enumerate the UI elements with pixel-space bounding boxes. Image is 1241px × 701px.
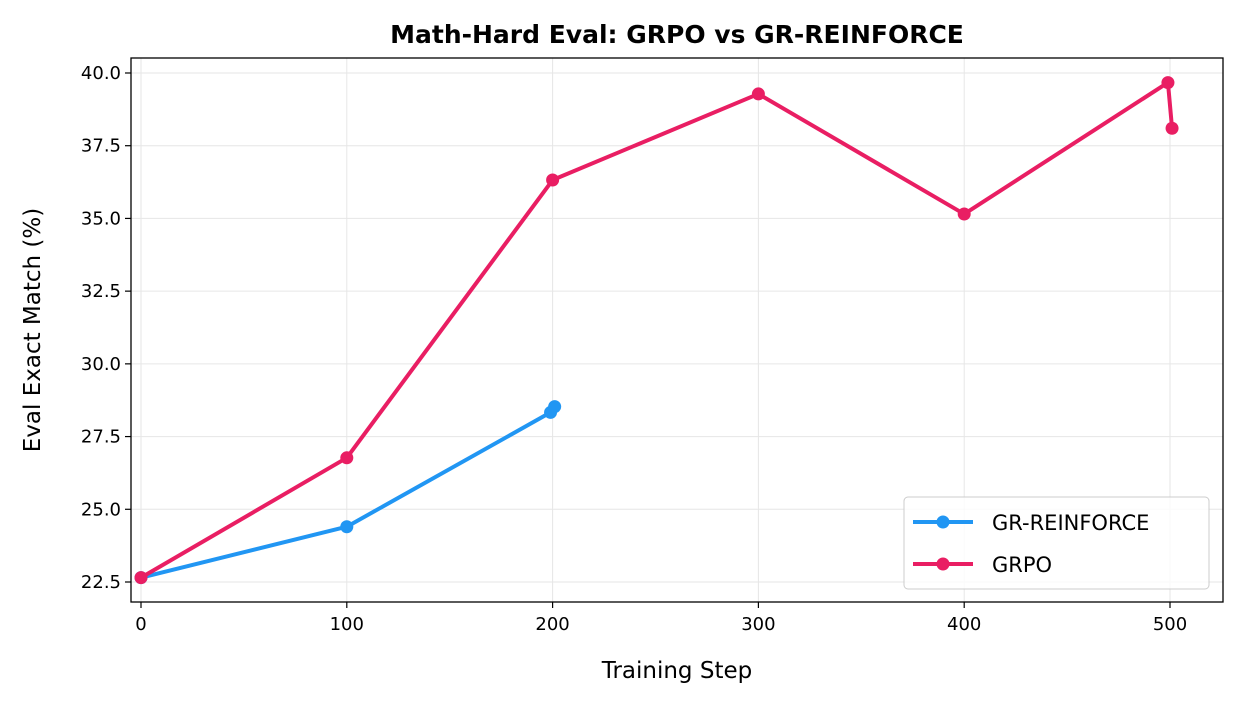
axis-ticks: 0 100 200 300 400 500 22.5 25.0 27.5 30.0 32.5 35.0… <box>81 63 1187 635</box>
y-tick-label: 25.0 <box>81 499 121 520</box>
series-group <box>134 76 1179 585</box>
y-tick-label: 32.5 <box>81 281 121 302</box>
x-tick-label: 200 <box>535 614 569 635</box>
series-line-gr-reinforce <box>140 405 557 580</box>
data-point-grpo <box>1161 76 1175 90</box>
legend-label: GR-REINFORCE <box>992 511 1149 535</box>
y-tick-label: 40.0 <box>81 63 121 84</box>
x-axis-label: Training Step <box>601 658 752 684</box>
legend-box <box>903 496 1210 590</box>
data-point-grpo <box>340 451 354 465</box>
y-tick-label: 35.0 <box>81 208 121 229</box>
data-point-gr-reinforce <box>548 400 562 414</box>
legend-label: GRPO <box>992 553 1052 577</box>
legend-marker <box>936 557 950 571</box>
x-tick-label: 300 <box>741 614 775 635</box>
y-tick-label: 22.5 <box>81 572 121 593</box>
legend: GR-REINFORCE GRPO <box>903 496 1210 590</box>
data-point-grpo <box>1165 121 1179 135</box>
y-axis-label: Eval Exact Match (%) <box>20 208 46 452</box>
chart-title: Math-Hard Eval: GRPO vs GR-REINFORCE <box>390 20 964 49</box>
y-tick-label: 27.5 <box>81 427 121 448</box>
data-point-gr-reinforce <box>340 520 354 534</box>
y-tick-label: 30.0 <box>81 354 121 375</box>
plot-frame <box>130 57 1224 603</box>
x-tick-label: 500 <box>1153 614 1187 635</box>
grid <box>131 58 1223 602</box>
data-point-grpo <box>957 207 971 221</box>
data-point-grpo <box>546 173 560 187</box>
legend-marker <box>936 515 950 529</box>
y-tick-label: 37.5 <box>81 136 121 157</box>
x-tick-label: 400 <box>947 614 981 635</box>
x-tick-label: 0 <box>135 614 146 635</box>
x-tick-label: 100 <box>330 614 364 635</box>
data-point-grpo <box>751 87 765 101</box>
data-point-grpo <box>134 571 148 585</box>
